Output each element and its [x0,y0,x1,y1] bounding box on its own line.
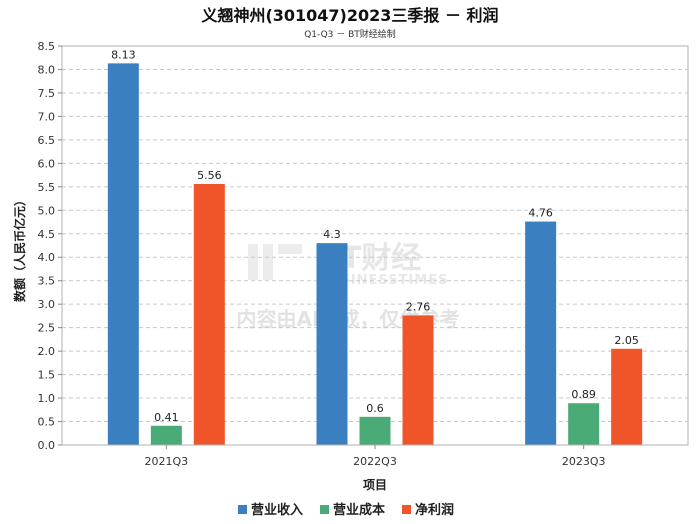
y-tick-label: 3.0 [38,298,56,311]
y-tick-label: 7.5 [38,87,56,100]
bar [316,243,348,445]
watermark-logo-icon [263,244,273,280]
legend-label: 营业收入 [251,502,303,518]
x-axis-label: 项目 [363,478,387,492]
y-tick-label: 0.5 [38,416,56,429]
x-tick-label: 2022Q3 [353,455,397,468]
data-label: 0.41 [154,411,179,424]
axes [58,45,689,449]
y-tick-label: 7.0 [38,110,56,123]
y-tick-labels: 0.0 0.5 1.0 1.5 2.0 2.5 3.0 3.5 4.0 4.5 5.0 5.5 6.0 6… [38,40,56,452]
grid [62,45,688,423]
bar [193,184,225,445]
bars [107,63,643,446]
watermark-brand-en: BUSINESSTIMES [318,273,448,288]
y-tick-label: 3.5 [38,275,56,288]
y-tick-label: 5.5 [38,181,56,194]
watermark-logo-icon [278,244,302,254]
bar [359,416,391,445]
y-tick-label: 8.5 [38,40,56,53]
chart-subtitle: Q1-Q3 － BT财经绘制 [304,28,396,40]
y-tick-label: 4.0 [38,251,56,264]
x-tick-labels: 2021Q3 2022Q3 2023Q3 [145,455,606,468]
y-tick-label: 4.5 [38,228,56,241]
bar [402,315,434,445]
y-tick-label: 8.0 [38,63,56,76]
x-tick-label: 2023Q3 [562,455,606,468]
data-label: 4.3 [323,228,341,241]
watermark-logo-icon [248,244,258,280]
x-tick-label: 2021Q3 [145,455,189,468]
data-label: 5.56 [197,169,222,182]
data-label: 4.76 [528,207,553,220]
legend-label: 净利润 [415,502,454,518]
legend-swatch [402,505,411,514]
y-tick-label: 1.5 [38,369,56,382]
y-tick-label: 2.5 [38,322,56,335]
bar [150,425,182,445]
data-label: 0.89 [571,388,596,401]
data-label: 2.76 [406,300,431,313]
legend-swatch [238,505,247,514]
bar [611,348,643,445]
y-tick-label: 0.0 [38,439,56,452]
y-axis-label: 数额（人民币亿元） [12,194,27,302]
y-tick-label: 6.5 [38,134,56,147]
y-tick-label: 2.0 [38,345,56,358]
data-label: 2.05 [614,334,639,347]
bar [525,221,557,445]
y-tick-label: 5.0 [38,204,56,217]
legend-swatch [320,505,329,514]
bar [568,403,600,445]
y-tick-label: 6.0 [38,157,56,170]
data-label: 0.6 [366,402,384,415]
data-labels: 8.13 0.41 5.56 4.3 0.6 2.76 4.76 0.89 2.05 [111,48,639,423]
chart-title: 义翘神州(301047)2023三季报 － 利润 [201,6,498,25]
legend-label: 营业成本 [333,502,385,518]
bar [107,63,139,446]
y-tick-label: 1.0 [38,392,56,405]
legend: 营业收入 营业成本 净利润 [238,502,454,518]
data-label: 8.13 [111,48,136,61]
